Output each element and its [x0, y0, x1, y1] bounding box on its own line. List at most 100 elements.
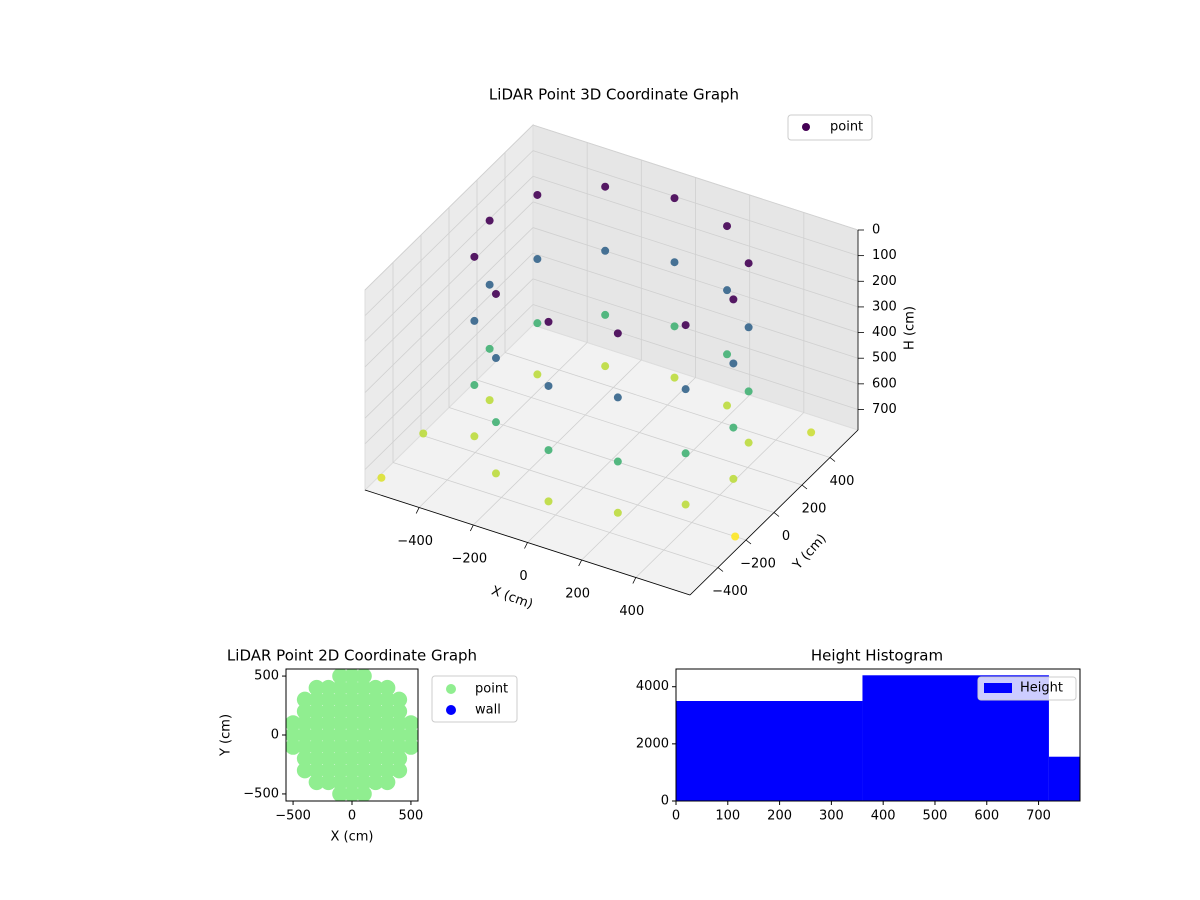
y-tick-label: 0: [661, 794, 669, 809]
point: [419, 429, 428, 438]
point: [344, 727, 360, 743]
point: [296, 762, 313, 779]
point: [379, 774, 396, 791]
grid-line: [364, 124, 534, 291]
point: [379, 715, 396, 732]
point: [308, 679, 325, 696]
point: [391, 727, 408, 743]
point: [344, 691, 360, 708]
point: [367, 691, 384, 708]
grid-line: [364, 150, 534, 316]
x-tick-label: −400: [397, 534, 433, 549]
point: [681, 385, 690, 394]
tick-mark: [578, 559, 583, 567]
point: [367, 774, 384, 791]
point: [355, 727, 372, 743]
point: [308, 715, 325, 732]
point: [296, 750, 313, 767]
point: [491, 418, 500, 427]
point: [379, 750, 396, 767]
legend-box: [977, 676, 1077, 701]
chart-title: LiDAR Point 2D Coordinate Graph: [227, 647, 477, 665]
grid-line: [364, 252, 534, 419]
grid-line: [532, 124, 859, 231]
legend-marker: [984, 683, 1012, 693]
point: [670, 194, 679, 203]
tick-mark: [829, 457, 836, 462]
legend-box: [787, 114, 873, 141]
point: [332, 715, 349, 732]
point: [601, 310, 610, 319]
x-tick-label: 500: [399, 809, 424, 824]
point: [332, 691, 349, 708]
point: [344, 738, 360, 755]
point: [332, 785, 349, 801]
point: [544, 446, 553, 455]
point: [533, 370, 542, 379]
point: [377, 473, 386, 482]
grid-line: [448, 407, 775, 513]
y-tick-label: −200: [740, 557, 776, 572]
point: [344, 762, 360, 779]
point: [355, 715, 372, 732]
y-tick-label: −400: [712, 584, 748, 599]
point: [344, 785, 360, 801]
point: [332, 738, 349, 755]
plot-points: [286, 669, 418, 801]
point: [296, 738, 313, 755]
x-tick-label: 300: [819, 809, 844, 824]
point: [391, 691, 408, 708]
grid-line: [532, 201, 859, 308]
point: [544, 317, 553, 326]
point: [670, 258, 679, 267]
point: [332, 703, 349, 720]
point: [402, 727, 418, 743]
tick-mark: [801, 484, 808, 490]
point: [544, 381, 553, 390]
point: [613, 508, 622, 517]
grid-line: [532, 227, 859, 333]
grid-line: [392, 462, 719, 568]
z-tick-label: 500: [872, 351, 897, 366]
point: [344, 679, 360, 696]
point: [320, 750, 337, 767]
point: [367, 738, 384, 755]
grid-line: [364, 304, 534, 470]
point: [355, 738, 372, 755]
point: [355, 762, 372, 779]
grid-line: [532, 175, 859, 282]
y-axis-label: Y (cm): [219, 714, 234, 757]
x-tick-label: 400: [619, 604, 644, 619]
point: [744, 438, 753, 447]
chart-title: Height Histogram: [811, 647, 943, 665]
point: [344, 669, 360, 685]
point: [379, 679, 396, 696]
y-axis-line: [689, 429, 859, 596]
point: [296, 691, 313, 708]
point: [470, 432, 479, 441]
point: [470, 381, 479, 390]
point: [744, 259, 753, 268]
legend-marker: [446, 684, 456, 694]
tick-mark: [773, 512, 780, 517]
point: [332, 762, 349, 779]
point: [723, 286, 732, 295]
point: [367, 703, 384, 720]
grid-line: [364, 278, 534, 445]
grid-line: [532, 304, 859, 410]
point: [470, 252, 479, 261]
point: [367, 679, 384, 696]
point: [729, 474, 738, 483]
x-tick-label: 0: [519, 569, 527, 584]
bar: [1048, 756, 1080, 801]
y-tick-label: 400: [830, 474, 855, 489]
z-axis-label: H (cm): [903, 306, 918, 350]
point: [485, 344, 494, 353]
point: [320, 691, 337, 708]
point: [485, 216, 494, 225]
point: [723, 401, 732, 410]
point: [391, 703, 408, 720]
tick-mark: [632, 577, 637, 584]
x-tick-label: 400: [871, 809, 896, 824]
